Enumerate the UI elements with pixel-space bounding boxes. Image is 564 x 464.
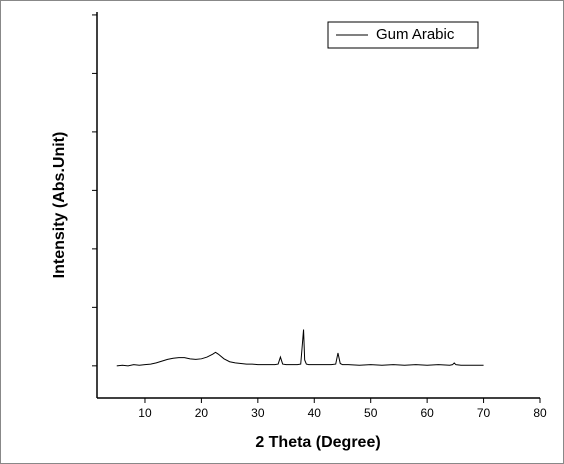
x-tick-label: 50 [364, 406, 378, 420]
data-line [116, 329, 484, 367]
x-tick-label: 20 [195, 406, 209, 420]
x-tick-label: 60 [420, 406, 434, 420]
x-tick-label: 80 [533, 406, 547, 420]
x-tick-label: 40 [308, 406, 322, 420]
x-tick-label: 70 [477, 406, 491, 420]
legend-label: Gum Arabic [376, 26, 455, 43]
x-tick-label: 10 [138, 406, 152, 420]
x-tick-label: 30 [251, 406, 265, 420]
x-axis-title: 2 Theta (Degree) [255, 434, 380, 451]
y-axis-title: Intensity (Abs.Unit) [51, 132, 68, 279]
legend-box [327, 21, 479, 49]
